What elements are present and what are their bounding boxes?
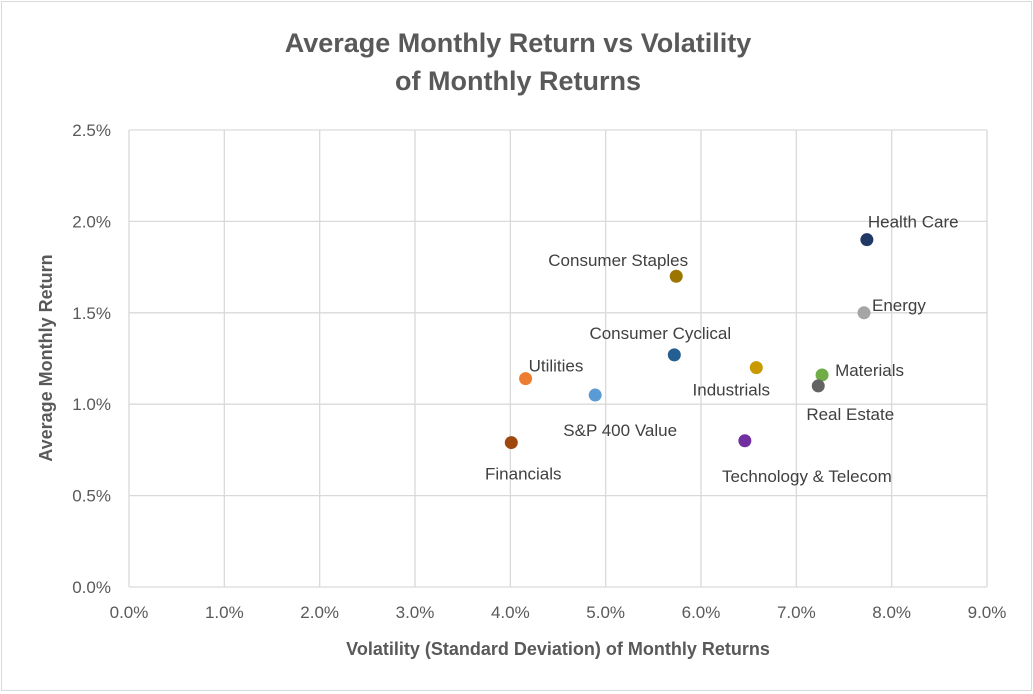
data-label: Real Estate [806, 405, 894, 424]
data-point[interactable] [749, 361, 763, 375]
chart-title-line-1: Average Monthly Return vs Volatility [285, 28, 752, 58]
chart-title-line-2: of Monthly Returns [395, 66, 641, 96]
x-tick-label: 2.0% [300, 603, 339, 622]
data-point[interactable] [815, 368, 829, 382]
y-tick-label: 0.0% [72, 578, 111, 597]
x-axis-title: Volatility (Standard Deviation) of Month… [346, 639, 770, 659]
data-point[interactable] [504, 436, 518, 450]
x-tick-label: 6.0% [682, 603, 721, 622]
data-label: Consumer Cyclical [589, 324, 731, 343]
x-tick-label: 5.0% [586, 603, 625, 622]
data-label: Health Care [868, 213, 959, 232]
data-point[interactable] [811, 379, 825, 393]
y-tick-label: 1.5% [72, 304, 111, 323]
x-tick-label: 0.0% [110, 603, 149, 622]
data-label: Industrials [693, 381, 770, 400]
x-tick-label: 9.0% [968, 603, 1007, 622]
data-point[interactable] [860, 233, 874, 247]
x-tick-label: 3.0% [396, 603, 435, 622]
x-tick-label: 7.0% [777, 603, 816, 622]
data-point[interactable] [519, 372, 533, 386]
y-tick-label: 0.5% [72, 487, 111, 506]
data-label: Energy [872, 296, 926, 315]
y-tick-label: 1.0% [72, 395, 111, 414]
y-tick-label: 2.5% [72, 121, 111, 140]
data-point[interactable] [738, 434, 752, 448]
y-tick-label: 2.0% [72, 212, 111, 231]
x-tick-label: 1.0% [205, 603, 244, 622]
data-point[interactable] [857, 306, 871, 320]
data-label: Financials [485, 465, 562, 484]
data-label: S&P 400 Value [563, 421, 677, 440]
data-point[interactable] [588, 388, 602, 402]
data-label: Utilities [529, 357, 584, 376]
x-tick-label: 4.0% [491, 603, 530, 622]
data-label: Materials [835, 361, 904, 380]
y-axis-title: Average Monthly Return [36, 254, 56, 461]
data-label: Consumer Staples [548, 251, 688, 270]
data-point[interactable] [669, 269, 683, 283]
data-label: Technology & Telecom [722, 467, 892, 486]
x-tick-label: 8.0% [872, 603, 911, 622]
data-point[interactable] [667, 348, 681, 362]
